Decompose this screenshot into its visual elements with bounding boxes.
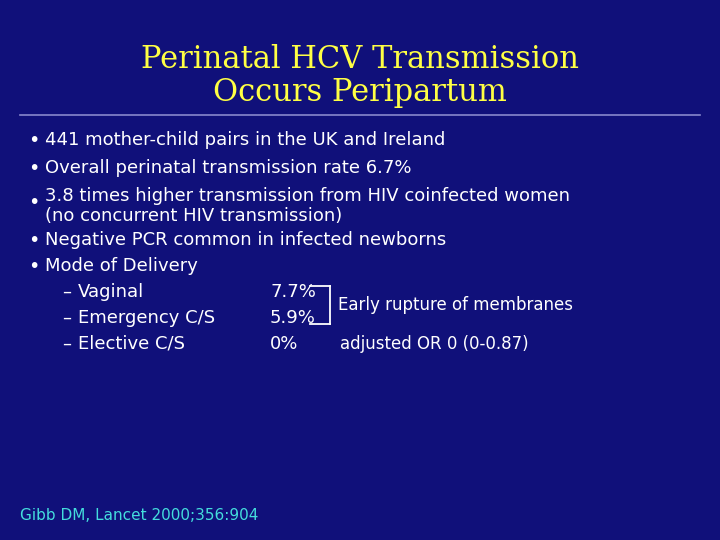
Text: –: – [62, 283, 71, 301]
Text: •: • [28, 192, 40, 212]
Text: 0%: 0% [270, 335, 298, 353]
Text: 7.7%: 7.7% [270, 283, 316, 301]
Text: Mode of Delivery: Mode of Delivery [45, 257, 198, 275]
Text: Early rupture of membranes: Early rupture of membranes [338, 296, 573, 314]
Text: Occurs Peripartum: Occurs Peripartum [213, 77, 507, 107]
Text: Perinatal HCV Transmission: Perinatal HCV Transmission [141, 44, 579, 76]
Text: 5.9%: 5.9% [270, 309, 316, 327]
Text: Elective C/S: Elective C/S [78, 335, 185, 353]
Text: 441 mother-child pairs in the UK and Ireland: 441 mother-child pairs in the UK and Ire… [45, 131, 446, 149]
Text: Emergency C/S: Emergency C/S [78, 309, 215, 327]
Text: (no concurrent HIV transmission): (no concurrent HIV transmission) [45, 207, 342, 225]
Text: Vaginal: Vaginal [78, 283, 144, 301]
Text: Gibb DM, Lancet 2000;356:904: Gibb DM, Lancet 2000;356:904 [20, 508, 258, 523]
Text: adjusted OR 0 (0-0.87): adjusted OR 0 (0-0.87) [340, 335, 528, 353]
Text: Negative PCR common in infected newborns: Negative PCR common in infected newborns [45, 231, 446, 249]
Text: •: • [28, 159, 40, 178]
Text: •: • [28, 131, 40, 150]
Text: Overall perinatal transmission rate 6.7%: Overall perinatal transmission rate 6.7% [45, 159, 412, 177]
Text: 3.8 times higher transmission from HIV coinfected women: 3.8 times higher transmission from HIV c… [45, 187, 570, 205]
Text: •: • [28, 231, 40, 249]
Text: •: • [28, 256, 40, 275]
Text: –: – [62, 309, 71, 327]
Text: –: – [62, 335, 71, 353]
